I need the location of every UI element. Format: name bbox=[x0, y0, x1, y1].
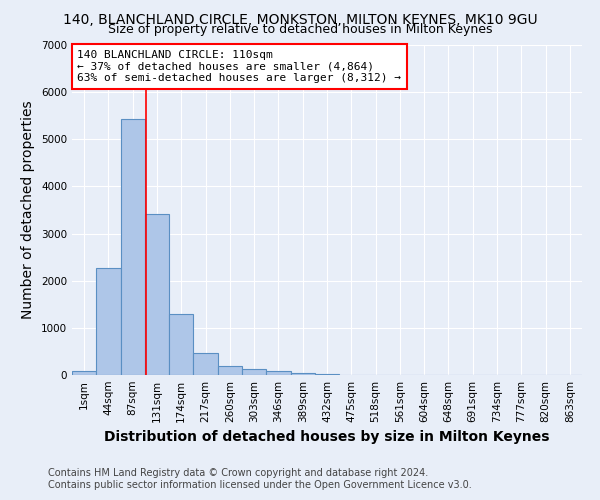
Bar bbox=[96, 268, 121, 375]
Bar bbox=[169, 314, 193, 375]
Bar bbox=[218, 366, 242, 375]
Bar bbox=[242, 369, 266, 375]
Bar bbox=[193, 354, 218, 375]
Bar bbox=[290, 373, 315, 375]
Text: 140 BLANCHLAND CIRCLE: 110sqm
← 37% of detached houses are smaller (4,864)
63% o: 140 BLANCHLAND CIRCLE: 110sqm ← 37% of d… bbox=[77, 50, 401, 83]
Bar bbox=[315, 374, 339, 375]
X-axis label: Distribution of detached houses by size in Milton Keynes: Distribution of detached houses by size … bbox=[104, 430, 550, 444]
Bar bbox=[72, 372, 96, 375]
Text: 140, BLANCHLAND CIRCLE, MONKSTON, MILTON KEYNES, MK10 9GU: 140, BLANCHLAND CIRCLE, MONKSTON, MILTON… bbox=[62, 12, 538, 26]
Y-axis label: Number of detached properties: Number of detached properties bbox=[22, 100, 35, 320]
Bar bbox=[121, 119, 145, 375]
Bar bbox=[145, 214, 169, 375]
Text: Contains HM Land Registry data © Crown copyright and database right 2024.
Contai: Contains HM Land Registry data © Crown c… bbox=[48, 468, 472, 489]
Bar bbox=[266, 371, 290, 375]
Text: Size of property relative to detached houses in Milton Keynes: Size of property relative to detached ho… bbox=[108, 22, 492, 36]
